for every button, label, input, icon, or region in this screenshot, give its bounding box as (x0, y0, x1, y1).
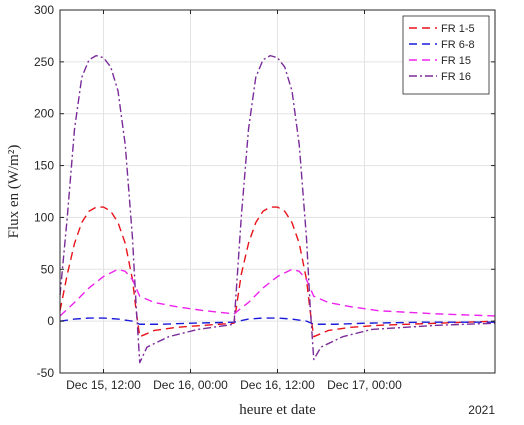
y-tick-label: 50 (41, 262, 55, 276)
series-line-fr-16 (59, 54, 496, 364)
legend-entry: FR 15 (441, 55, 471, 67)
legend-box (402, 15, 490, 95)
tick-labels: -50 0 50 100 150 200 250 300 Dec 15, 12:00 Dec 16… (34, 3, 402, 392)
x-tick-label: Dec 17, 00:00 (327, 378, 402, 392)
y-tick-label: -50 (37, 366, 55, 380)
x-axis-year-label: 2021 (468, 403, 495, 417)
y-tick-label: 200 (34, 107, 54, 121)
series-line-fr-6-8 (59, 317, 495, 325)
y-tick-label: 300 (34, 3, 54, 17)
x-axis-label: heure et date (239, 402, 316, 418)
y-axis-label: Flux en (W/m²) (6, 145, 22, 239)
x-tick-label: Dec 15, 12:00 (66, 378, 141, 392)
axes (59, 9, 496, 374)
y-tick-label: 0 (47, 314, 54, 328)
legend: FR 1-5 FR 6-8 FR 15 FR 16 (402, 15, 490, 95)
x-tick-label: Dec 16, 12:00 (240, 378, 315, 392)
y-tick-label: 250 (34, 55, 54, 69)
y-tick-label: 100 (34, 210, 54, 224)
legend-entry: FR 16 (441, 71, 471, 83)
legend-entry: FR 6-8 (441, 39, 475, 51)
x-tick-label: Dec 16, 00:00 (153, 378, 228, 392)
legend-entry: FR 1-5 (441, 23, 475, 35)
series-line-fr-15 (59, 268, 496, 317)
series-lines (59, 54, 496, 364)
y-tick-label: 150 (34, 159, 54, 173)
